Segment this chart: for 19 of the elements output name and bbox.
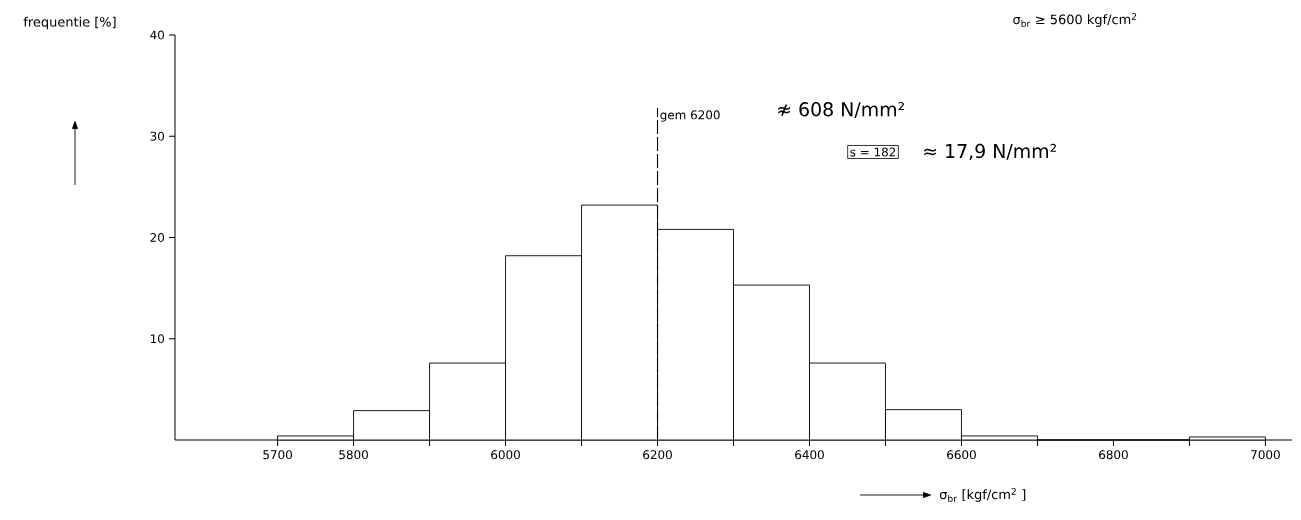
annotation: ≈ 17,9 N/mm² [924, 143, 1057, 161]
x-tick-label: 6400 [795, 450, 824, 460]
x-tick-label: 5800 [339, 450, 368, 460]
ref-line-label: gem 6200 [660, 110, 720, 122]
x-tick-label: 6200 [643, 450, 672, 460]
x-tick-label: 6600 [947, 450, 976, 460]
annotation: ≉ 608 N/mm² [778, 102, 904, 118]
x-tick-label: 5700 [263, 450, 292, 460]
y-axis-title: frequentie [%] [23, 16, 116, 30]
y-tick-label: 10 [150, 334, 165, 344]
y-tick-label: 20 [150, 232, 165, 243]
x-tick-label: 6800 [1099, 450, 1128, 460]
annotation: s = 182 [850, 147, 896, 157]
text: σ$_{br}$ ≥ 5600 kgf/cm$^{2}$ [1013, 13, 1137, 27]
y-tick-label: 30 [150, 131, 165, 141]
x-tick-label: 6000 [491, 450, 520, 460]
x-tick-label: 7000 [1251, 450, 1280, 460]
y-tick-label: 40 [150, 30, 165, 40]
x-axis-title: σ$_{br}$ [kgf/cm$^{2}$ ] [939, 488, 1026, 502]
